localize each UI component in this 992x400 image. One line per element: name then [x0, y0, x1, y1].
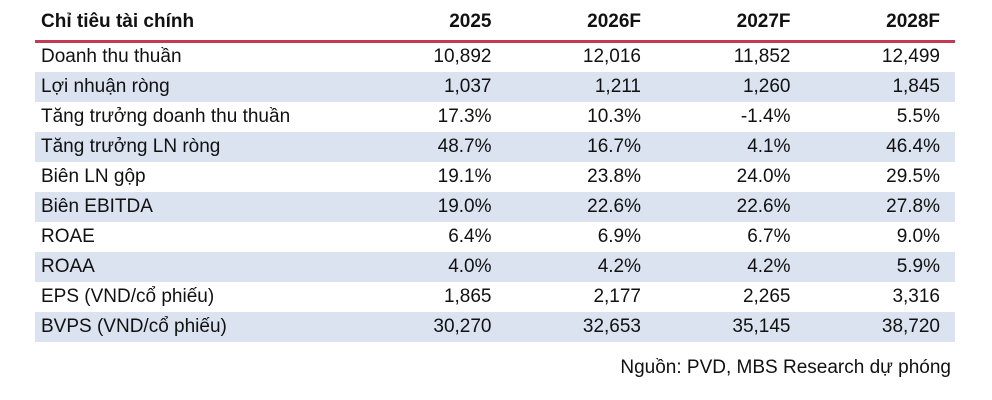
- metric-value: 12,499: [881, 46, 940, 68]
- metric-value: 30,270: [433, 315, 492, 337]
- metric-value: 2,177: [593, 285, 641, 307]
- metric-value: 24.0%: [736, 165, 791, 187]
- metric-label: ROAE: [41, 225, 95, 247]
- metric-value: 4.0%: [448, 255, 492, 277]
- table-row: Biên LN gộp 19.1% 23.8% 24.0% 29.5%: [35, 162, 955, 192]
- table-row: EPS (VND/cổ phiếu) 1,865 2,177 2,265 3,316: [35, 282, 955, 312]
- table-row: BVPS (VND/cổ phiếu) 30,270 32,653 35,145 38,…: [35, 311, 955, 342]
- metric-label: Tăng trưởng doanh thu thuần: [41, 105, 291, 127]
- metric-value: 32,653: [582, 315, 641, 337]
- metric-value: 1,260: [742, 75, 791, 97]
- metric-value: 38,720: [881, 315, 940, 337]
- header-row: Chỉ tiêu tài chính 2025 2026F 2027F 2028F: [35, 6, 955, 43]
- column-header: 2026F: [506, 6, 656, 43]
- metric-value: 5.9%: [896, 255, 940, 277]
- metric-value: 22.6%: [587, 195, 641, 217]
- metric-value: 6.9%: [597, 225, 641, 247]
- metric-value: 35,145: [732, 315, 791, 337]
- table-body: Doanh thu thuần 10,892 12,016 11,852 12,499 L…: [35, 42, 955, 342]
- metric-label: ROAA: [41, 255, 95, 277]
- metric-value: -1.4%: [740, 105, 791, 127]
- table-row: Biên EBITDA 19.0% 22.6% 22.6% 27.8%: [35, 191, 955, 222]
- column-header: 2028F: [805, 6, 955, 43]
- table-row: Doanh thu thuần 10,892 12,016 11,852 12,499: [35, 42, 955, 72]
- source-note: Nguồn: PVD, MBS Research dự phóng: [620, 356, 951, 378]
- metric-value: 6.7%: [747, 225, 791, 247]
- metric-value: 6.4%: [448, 225, 492, 247]
- metric-value: 46.4%: [886, 135, 940, 157]
- table-row: Tăng trưởng LN ròng 48.7% 16.7% 4.1% 46.4%: [35, 131, 955, 162]
- financial-table: Chỉ tiêu tài chính 2025 2026F 2027F 2028F D…: [35, 6, 955, 342]
- metric-value: 16.7%: [587, 135, 641, 157]
- metric-value: 9.0%: [896, 225, 940, 247]
- metric-value: 4.2%: [597, 255, 641, 277]
- table-row: Tăng trưởng doanh thu thuần 17.3% 10.3% -1.…: [35, 102, 955, 132]
- metric-value: 1,211: [594, 75, 641, 97]
- metric-label: Doanh thu thuần: [41, 46, 182, 68]
- metric-value: 11,852: [733, 46, 791, 68]
- table-row: ROAA 4.0% 4.2% 4.2% 5.9%: [35, 251, 955, 282]
- table-title: Chỉ tiêu tài chính: [35, 6, 357, 43]
- metric-label: Biên EBITDA: [41, 195, 153, 217]
- metric-value: 23.8%: [587, 165, 641, 187]
- metric-value: 1,845: [892, 75, 940, 97]
- metric-label: Lợi nhuận ròng: [41, 75, 170, 97]
- metric-label: EPS (VND/cổ phiếu): [41, 285, 215, 307]
- metric-value: 27.8%: [886, 195, 940, 217]
- metric-value: 10.3%: [587, 105, 641, 127]
- metric-value: 29.5%: [886, 165, 940, 187]
- column-header: 2027F: [656, 6, 806, 43]
- column-header: 2025: [357, 6, 507, 43]
- metric-label: BVPS (VND/cổ phiếu): [41, 315, 227, 337]
- metric-value: 1,865: [443, 285, 492, 307]
- metric-value: 17.3%: [437, 105, 492, 127]
- metric-value: 5.5%: [896, 105, 940, 127]
- metric-value: 10,892: [433, 46, 492, 68]
- metric-value: 2,265: [742, 285, 791, 307]
- metric-value: 12,016: [582, 46, 641, 68]
- metric-value: 48.7%: [437, 135, 492, 157]
- metric-label: Tăng trưởng LN ròng: [41, 135, 221, 157]
- financial-summary-section: Chỉ tiêu tài chính 2025 2026F 2027F 2028F D…: [35, 6, 955, 379]
- metric-value: 1,037: [443, 75, 492, 97]
- metric-value: 19.1%: [437, 165, 492, 187]
- metric-value: 22.6%: [736, 195, 791, 217]
- metric-value: 4.2%: [747, 255, 791, 277]
- metric-label: Biên LN gộp: [41, 165, 146, 187]
- metric-value: 4.1%: [747, 135, 791, 157]
- table-row: Lợi nhuận ròng 1,037 1,211 1,260 1,845: [35, 71, 955, 102]
- table-row: ROAE 6.4% 6.9% 6.7% 9.0%: [35, 222, 955, 252]
- metric-value: 19.0%: [437, 195, 492, 217]
- metric-value: 3,316: [892, 285, 940, 307]
